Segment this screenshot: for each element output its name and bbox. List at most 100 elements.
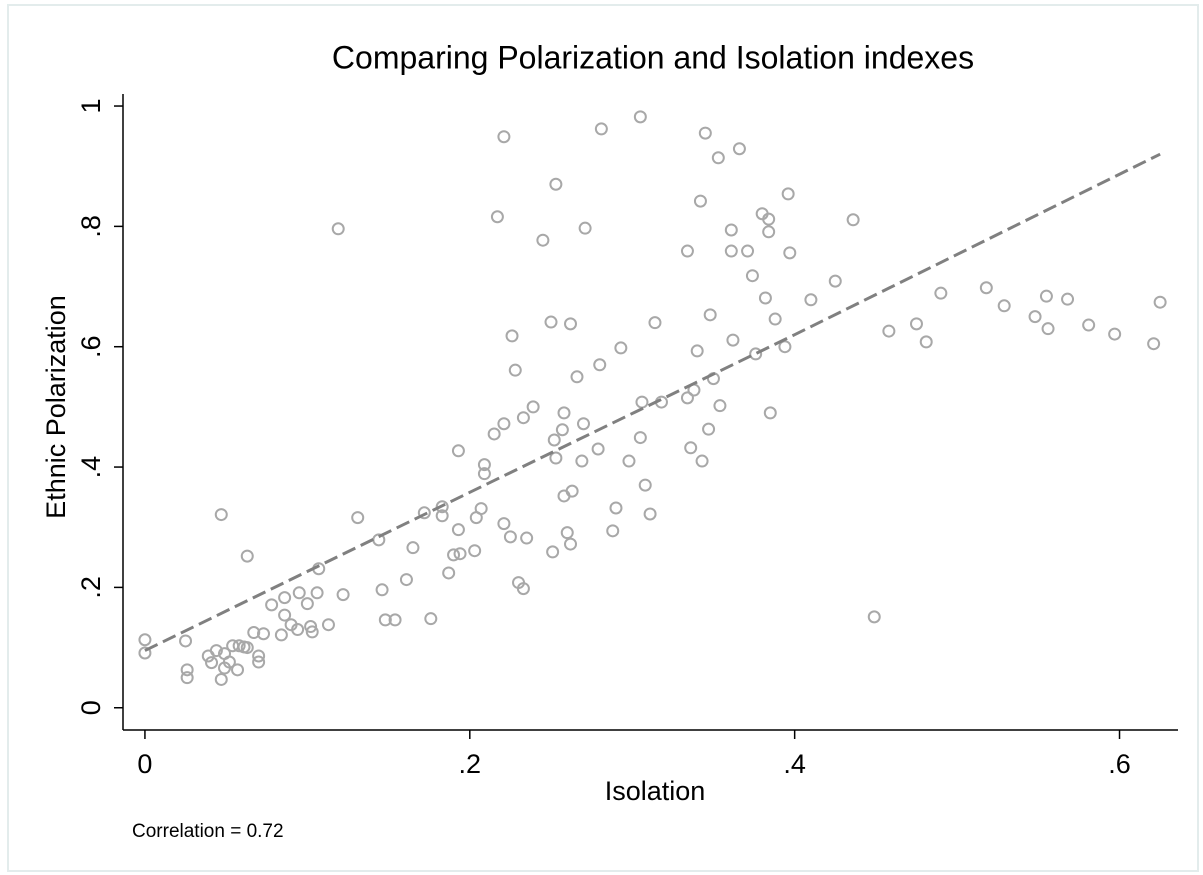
point bbox=[205, 656, 219, 670]
point bbox=[1108, 327, 1122, 341]
point bbox=[741, 244, 755, 258]
point bbox=[516, 411, 530, 425]
point bbox=[724, 223, 738, 237]
point bbox=[331, 222, 345, 236]
point bbox=[570, 370, 584, 384]
point bbox=[609, 501, 623, 515]
point bbox=[503, 530, 517, 544]
point bbox=[508, 363, 522, 377]
point bbox=[614, 341, 628, 355]
point bbox=[388, 613, 402, 627]
point bbox=[934, 286, 948, 300]
point bbox=[265, 598, 279, 612]
point bbox=[695, 454, 709, 468]
x-axis-title: Isolation bbox=[605, 776, 706, 806]
point bbox=[768, 312, 782, 326]
point bbox=[648, 316, 662, 330]
point bbox=[291, 623, 305, 637]
point bbox=[138, 646, 152, 660]
y-tick-label: 0 bbox=[76, 700, 106, 715]
x-tick-label: 0 bbox=[137, 749, 152, 779]
point bbox=[516, 582, 530, 596]
y-tick-label: 1 bbox=[76, 99, 106, 114]
point bbox=[1082, 318, 1096, 332]
point bbox=[209, 644, 223, 658]
point bbox=[497, 517, 511, 531]
graph-region bbox=[7, 4, 1199, 872]
point bbox=[497, 130, 511, 144]
point bbox=[278, 591, 292, 605]
point bbox=[546, 545, 560, 559]
note: Correlation = 0.72 bbox=[132, 821, 284, 842]
point bbox=[447, 548, 461, 562]
point bbox=[575, 454, 589, 468]
point bbox=[557, 406, 571, 420]
point bbox=[726, 333, 740, 347]
point bbox=[763, 406, 777, 420]
point bbox=[690, 344, 704, 358]
point bbox=[544, 315, 558, 329]
point bbox=[594, 122, 608, 136]
chart-title: Comparing Polarization and Isolation ind… bbox=[332, 39, 974, 75]
point bbox=[560, 526, 574, 540]
point bbox=[520, 531, 534, 545]
point bbox=[724, 244, 738, 258]
point bbox=[180, 671, 194, 685]
point bbox=[247, 626, 261, 640]
point bbox=[549, 451, 563, 465]
point bbox=[1041, 322, 1055, 336]
point bbox=[406, 541, 420, 555]
point bbox=[749, 347, 763, 361]
point bbox=[693, 194, 707, 208]
point bbox=[633, 431, 647, 445]
point bbox=[138, 633, 152, 647]
point bbox=[762, 212, 776, 226]
point bbox=[442, 566, 456, 580]
point bbox=[435, 500, 449, 514]
point bbox=[564, 537, 578, 551]
point bbox=[758, 291, 772, 305]
point bbox=[536, 233, 550, 247]
point bbox=[680, 244, 694, 258]
point bbox=[1153, 295, 1167, 309]
point bbox=[578, 221, 592, 235]
point bbox=[526, 400, 540, 414]
point bbox=[1147, 337, 1161, 351]
point bbox=[680, 391, 694, 405]
point bbox=[487, 427, 501, 441]
point bbox=[310, 586, 324, 600]
y-tick-label: .6 bbox=[76, 335, 106, 358]
point bbox=[702, 422, 716, 436]
point bbox=[451, 444, 465, 458]
point bbox=[564, 317, 578, 331]
y-tick-label: .2 bbox=[76, 576, 106, 599]
point bbox=[453, 547, 467, 561]
point bbox=[633, 110, 647, 124]
point bbox=[828, 274, 842, 288]
point bbox=[305, 625, 319, 639]
point bbox=[846, 213, 860, 227]
point bbox=[783, 246, 797, 260]
point bbox=[477, 458, 491, 472]
point bbox=[781, 187, 795, 201]
point bbox=[867, 610, 881, 624]
point bbox=[351, 511, 365, 525]
point bbox=[762, 225, 776, 239]
point bbox=[576, 417, 590, 431]
point bbox=[222, 655, 236, 669]
point bbox=[214, 508, 228, 522]
point bbox=[321, 618, 335, 632]
point bbox=[979, 281, 993, 295]
point bbox=[713, 399, 727, 413]
point bbox=[474, 502, 488, 516]
point bbox=[1028, 310, 1042, 324]
point bbox=[593, 358, 607, 372]
point bbox=[804, 293, 818, 307]
point bbox=[240, 641, 254, 655]
y-tick-label: .8 bbox=[76, 215, 106, 238]
point bbox=[549, 177, 563, 191]
point bbox=[424, 612, 438, 626]
point bbox=[274, 628, 288, 642]
point bbox=[606, 524, 620, 538]
point bbox=[375, 583, 389, 597]
